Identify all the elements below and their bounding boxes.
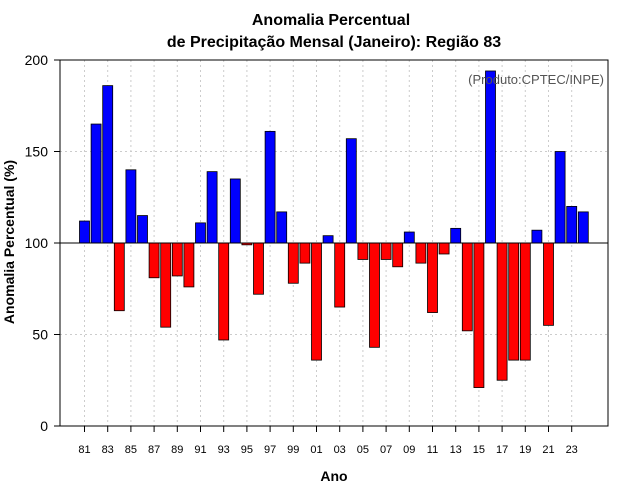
x-axis-label: Ano bbox=[320, 468, 347, 484]
chart-credit: (Produto:CPTEC/INPE) bbox=[468, 72, 604, 87]
bar-23 bbox=[566, 205, 578, 244]
bars-layer bbox=[79, 70, 589, 388]
x-tick-label-21: 21 bbox=[542, 444, 554, 456]
x-tick-label-81: 81 bbox=[78, 444, 90, 456]
bar-93 bbox=[218, 242, 230, 341]
bar-12 bbox=[438, 242, 450, 255]
bar-05 bbox=[357, 242, 369, 260]
x-tick-label-91: 91 bbox=[194, 444, 206, 456]
y-tick-label: 50 bbox=[32, 327, 48, 343]
bar-18 bbox=[508, 242, 520, 361]
bar-86 bbox=[137, 215, 148, 244]
y-tick-label: 150 bbox=[25, 144, 49, 160]
y-tick-label: 200 bbox=[25, 52, 49, 68]
bar-99 bbox=[287, 242, 299, 284]
x-tick-label-85: 85 bbox=[125, 444, 137, 456]
x-tick-label-97: 97 bbox=[264, 444, 276, 456]
bar-94 bbox=[229, 178, 241, 244]
x-tick-label-95: 95 bbox=[241, 444, 253, 456]
x-tick-label-99: 99 bbox=[287, 444, 299, 456]
bar-87 bbox=[148, 242, 160, 279]
bar-14 bbox=[461, 242, 473, 332]
bar-13 bbox=[450, 227, 462, 244]
y-axis: 0 50 100 150 200 bbox=[25, 52, 60, 434]
chart-title-line1: Anomalia Percentual bbox=[252, 12, 410, 29]
grid-layer bbox=[60, 59, 608, 427]
x-tick-label-83: 83 bbox=[102, 444, 114, 456]
bar-89 bbox=[171, 242, 183, 277]
x-tick-label-19: 19 bbox=[519, 444, 531, 456]
y-tick-label: 0 bbox=[40, 418, 48, 434]
bar-07 bbox=[380, 242, 392, 260]
x-tick-label-89: 89 bbox=[171, 444, 183, 456]
bar-82 bbox=[90, 123, 102, 244]
x-tick-label-13: 13 bbox=[450, 444, 462, 456]
bar-96 bbox=[253, 242, 264, 295]
bar-91 bbox=[195, 222, 206, 244]
bar-06 bbox=[369, 242, 380, 348]
bar-03 bbox=[334, 242, 346, 308]
x-tick-label-11: 11 bbox=[427, 444, 438, 456]
bar-02 bbox=[322, 235, 334, 244]
bar-10 bbox=[415, 242, 427, 264]
bar-19 bbox=[519, 242, 531, 361]
bar-97 bbox=[264, 130, 276, 244]
x-tick-label-09: 09 bbox=[403, 444, 415, 456]
bar-81 bbox=[79, 220, 90, 244]
bar-98 bbox=[276, 211, 288, 244]
bar-00 bbox=[299, 242, 311, 264]
bar-84 bbox=[113, 242, 125, 312]
bar-22 bbox=[554, 151, 566, 244]
x-tick-label-15: 15 bbox=[473, 444, 485, 456]
chart-title-line2: de Precipitação Mensal (Janeiro): Região… bbox=[167, 34, 501, 51]
bar-09 bbox=[403, 231, 415, 244]
x-tick-label-05: 05 bbox=[357, 444, 369, 456]
bar-88 bbox=[160, 242, 172, 328]
bar-85 bbox=[125, 169, 137, 244]
bar-17 bbox=[496, 242, 508, 381]
bar-24 bbox=[577, 211, 589, 244]
bar-01 bbox=[311, 242, 322, 361]
x-tick-label-17: 17 bbox=[496, 444, 508, 456]
x-tick-label-03: 03 bbox=[334, 444, 346, 456]
x-tick-label-87: 87 bbox=[148, 444, 160, 456]
bar-92 bbox=[206, 171, 218, 244]
bar-83 bbox=[102, 85, 114, 244]
bar-16 bbox=[485, 70, 496, 244]
bar-11 bbox=[427, 242, 438, 313]
bar-20 bbox=[531, 229, 543, 244]
bar-90 bbox=[183, 242, 195, 288]
x-tick-label-01: 01 bbox=[310, 444, 322, 456]
x-tick-label-07: 07 bbox=[380, 444, 392, 456]
x-axis: 81 83 85 87 89 91 93 95 97 99 01 03 05 07 09 11 13 15 17 19… bbox=[78, 426, 578, 456]
bar-08 bbox=[392, 242, 404, 268]
y-tick-label: 100 bbox=[25, 235, 49, 251]
bar-21 bbox=[543, 242, 554, 326]
x-tick-label-93: 93 bbox=[218, 444, 230, 456]
y-axis-label: Anomalia Percentual (%) bbox=[1, 160, 17, 324]
x-tick-label-23: 23 bbox=[566, 444, 578, 456]
bar-15 bbox=[473, 242, 485, 388]
bar-04 bbox=[345, 138, 357, 244]
